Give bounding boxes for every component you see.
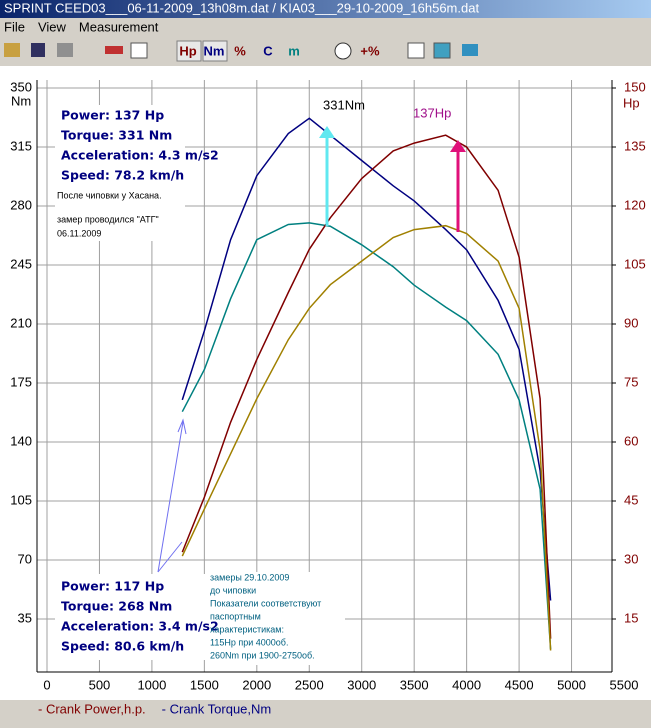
open-icon[interactable] [4, 43, 20, 57]
y2-tick-label: 45 [624, 492, 638, 507]
y2-tick-label: 30 [624, 551, 638, 566]
x-tick-label: 1500 [190, 677, 219, 692]
curve [181, 222, 552, 650]
x-tick-label: 2000 [242, 677, 271, 692]
x-tick-label: 1000 [137, 677, 166, 692]
info-line: Acceleration: 3.4 m/s2 [61, 619, 219, 634]
y2-tick-label: 75 [624, 374, 638, 389]
window-icon[interactable] [433, 42, 451, 59]
comment-line: замер проводился "АТГ" [57, 214, 159, 224]
info-line: Acceleration: 4.3 m/s2 [61, 148, 219, 163]
note-line: до чиповки [210, 585, 256, 595]
y2-tick-label: 120 [624, 197, 646, 212]
info-box-before [55, 574, 205, 660]
y2-tick-label: 105 [624, 256, 646, 271]
curve [181, 224, 552, 651]
menu-bar: File View Measurement [4, 19, 159, 34]
y-tick-label: 210 [10, 315, 32, 330]
info-line: Speed: 80.6 km/h [61, 639, 184, 654]
note-box [205, 572, 345, 665]
toolbar-button[interactable] [176, 40, 202, 62]
toolbar-button-label[interactable]: C [263, 43, 273, 58]
toolbar-button[interactable] [202, 40, 228, 62]
curve [181, 117, 552, 601]
x-tick-label: 2500 [295, 677, 324, 692]
x-tick-label: 4500 [505, 677, 534, 692]
x-tick-label: 5500 [610, 677, 639, 692]
note-line: Показатели соответствуют [210, 598, 321, 608]
y-tick-label: 350 [10, 79, 32, 94]
menu-item[interactable]: Measurement [79, 19, 159, 34]
y-tick-label: 140 [10, 433, 32, 448]
y2-axis-unit: Hp [623, 95, 640, 110]
y-tick-label: 35 [18, 610, 32, 625]
y-tick-label: 175 [10, 374, 32, 389]
x-tick-label: 0 [43, 677, 50, 692]
y2-tick-label: 60 [624, 433, 638, 448]
title-bar [0, 0, 651, 18]
power-arrowhead [450, 140, 466, 152]
export-icon[interactable] [462, 44, 478, 56]
comment-line: 06.11.2009 [57, 228, 101, 238]
pointer-arrow-torque [157, 418, 187, 573]
note-line: характеристикам: [210, 624, 284, 634]
toolbar-button-label[interactable]: Nm [204, 43, 225, 58]
chart-icon[interactable] [130, 42, 148, 59]
info-line: Speed: 78.2 km/h [61, 168, 184, 183]
note-line: замеры 29.10.2009 [210, 572, 289, 582]
window-title: SPRINT CEED03___06-11-2009_13h08m.dat / … [4, 0, 479, 15]
y-tick-label: 280 [10, 197, 32, 212]
legend-entry: - Crank Power,h.p. [38, 701, 146, 716]
y2-tick-label: 15 [624, 610, 638, 625]
gauge-icon[interactable] [334, 42, 352, 60]
toolbar-button-label[interactable]: +% [360, 43, 380, 58]
x-tick-label: 500 [89, 677, 111, 692]
info-line: Power: 137 Hp [61, 108, 164, 123]
y-tick-label: 70 [18, 551, 32, 566]
torque-arrowhead [319, 126, 335, 138]
note-line: 115Hp при 4000об. [210, 637, 288, 647]
toolbar-button-label[interactable]: Hp [179, 43, 196, 58]
note-line: 260Nm при 1900-2750об. [210, 650, 315, 660]
x-tick-label: 3500 [400, 677, 429, 692]
save-icon[interactable] [31, 43, 45, 57]
info-line: Power: 117 Hp [61, 579, 164, 594]
info-box-after [55, 105, 185, 241]
curve [181, 134, 552, 639]
info-line: Torque: 268 Nm [61, 599, 172, 614]
pointer-arrow-power [157, 541, 183, 573]
menu-item[interactable]: View [38, 19, 67, 34]
x-tick-label: 3000 [347, 677, 376, 692]
note-line: паспортным [210, 611, 261, 621]
comment-line: После чиповки у Хасана. [57, 190, 162, 200]
text-boxes: Power: 137 Hp Torque: 331 Nm Acceleration:… [57, 108, 321, 661]
y2-tick-label: 135 [624, 138, 646, 153]
toolbar-button-label[interactable]: m [288, 43, 300, 58]
y-tick-label: 315 [10, 138, 32, 153]
print-icon[interactable] [57, 43, 73, 57]
toolbar-button-label[interactable]: % [234, 43, 246, 58]
x-tick-label: 4000 [452, 677, 481, 692]
car-icon[interactable] [105, 46, 123, 54]
x-tick-label: 5000 [557, 677, 586, 692]
y2-tick-label: 150 [624, 79, 646, 94]
y-tick-label: 245 [10, 256, 32, 271]
info-line: Torque: 331 Nm [61, 128, 172, 143]
torque-annotation-bg [318, 99, 360, 113]
torque-annotation: 331Nm [323, 97, 365, 112]
y-axis-unit: Nm [11, 93, 31, 108]
graph-icon[interactable] [407, 42, 425, 59]
y2-tick-label: 90 [624, 315, 638, 330]
power-annotation: 137Hp [413, 105, 451, 120]
y-tick-label: 105 [10, 492, 32, 507]
menu-item[interactable]: File [4, 19, 25, 34]
legend-entry: - Crank Torque,Nm [162, 701, 272, 716]
